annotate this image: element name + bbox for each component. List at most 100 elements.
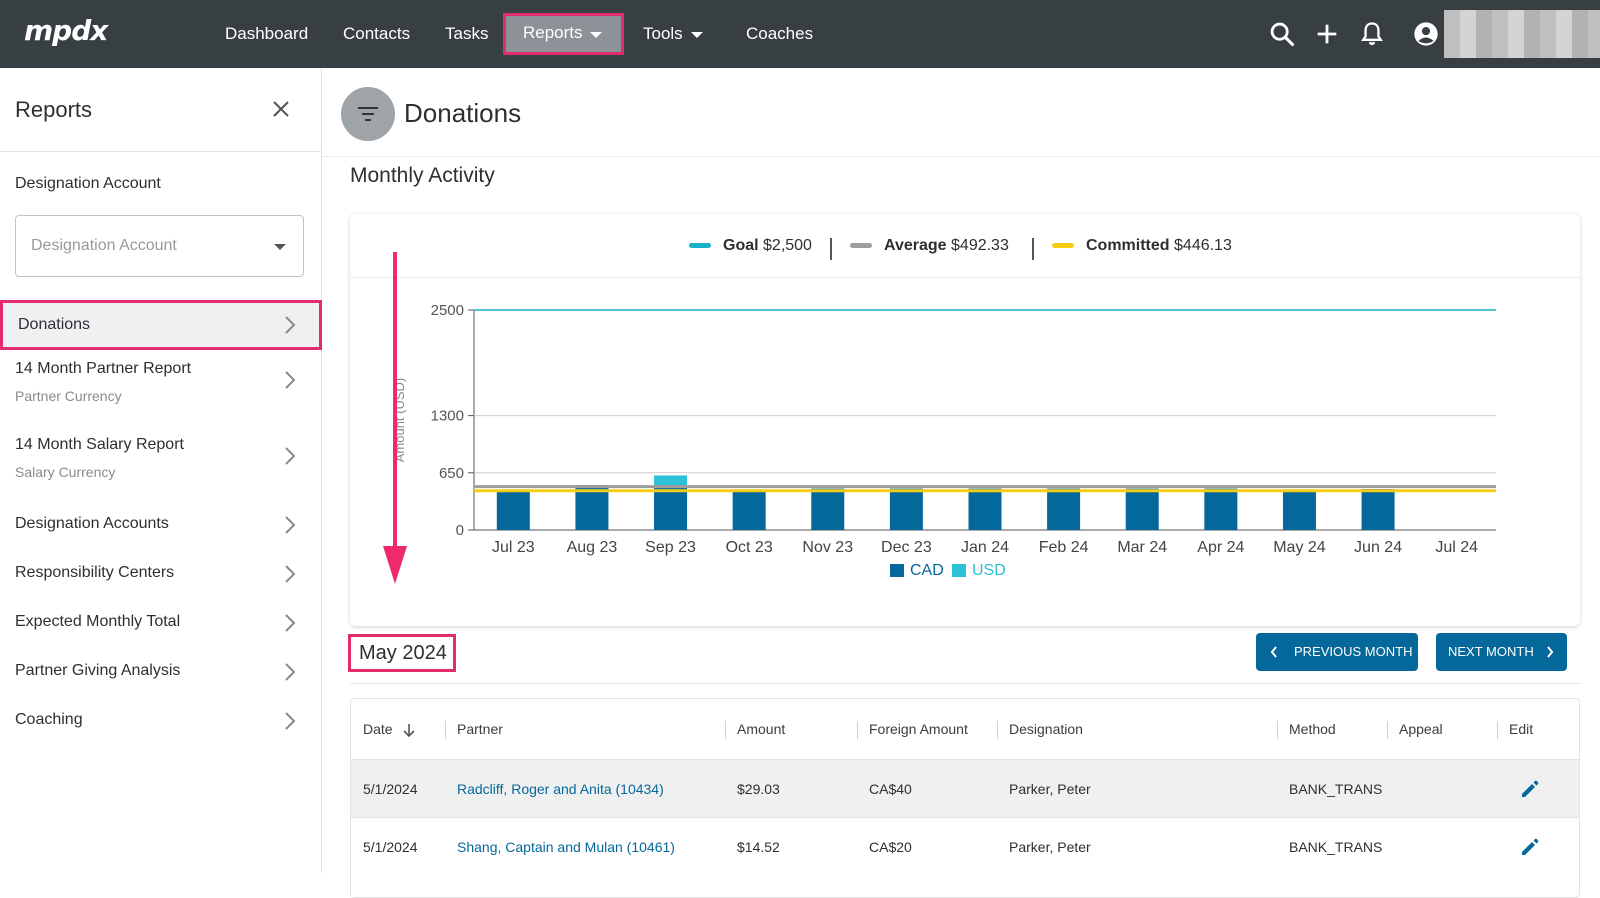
y-tick-label: 2500 [431, 302, 464, 319]
cell-partner-link[interactable]: Shang, Captain and Mulan (10461) [457, 839, 675, 855]
bar-cad [654, 485, 688, 530]
sidebar-item-responsibility-centers[interactable]: Responsibility Centers [0, 554, 322, 602]
previous-month-button[interactable]: PREVIOUS MONTH [1256, 633, 1418, 671]
sidebar-item-14-month-partner-report[interactable]: 14 Month Partner Report Partner Currency [0, 352, 322, 424]
edit-pencil-icon[interactable] [1519, 778, 1541, 800]
x-tick-label: Jan 24 [961, 539, 1009, 556]
sort-arrow-down-icon [403, 724, 416, 738]
nav-reports-label: Reports [523, 23, 583, 42]
sidebar-item-14-month-salary-report[interactable]: 14 Month Salary Report Salary Currency [0, 428, 322, 500]
chevron-right-icon [285, 663, 296, 681]
committed-value: $446.13 [1174, 237, 1232, 254]
caret-down-icon [274, 244, 286, 250]
column-header-designation[interactable]: Designation [1009, 721, 1083, 737]
cell-amount: $14.52 [737, 839, 780, 855]
average-value: $492.33 [951, 237, 1009, 254]
goal-swatch [689, 243, 711, 249]
cell-amount: $29.03 [737, 781, 780, 797]
goal-summary: Goal $2,500 [689, 237, 812, 255]
y-tick-label: 1300 [431, 408, 464, 425]
annotation-arrow-down-icon [383, 252, 407, 584]
sidebar-item-donations[interactable]: Donations [0, 300, 322, 350]
divider [322, 156, 1600, 157]
x-tick-label: Jun 24 [1354, 539, 1402, 556]
cell-method: BANK_TRANS [1289, 839, 1383, 855]
average-summary: Average $492.33 [850, 237, 1009, 255]
legend-swatch-usd [952, 564, 966, 577]
column-header-label: Date [363, 721, 393, 737]
legend-swatch-cad [890, 564, 904, 577]
sidebar-item-sublabel: Partner Currency [15, 388, 122, 404]
bar-cad [1204, 488, 1238, 530]
bar-cad [968, 488, 1002, 530]
committed-summary: Committed $446.13 [1052, 237, 1232, 255]
reports-sidebar: Reports Designation Account Designation … [0, 68, 322, 873]
nav-contacts[interactable]: Contacts [343, 24, 411, 43]
donations-table: Date Partner Amount Foreign Amount Desig… [350, 698, 1580, 898]
nav-tasks[interactable]: Tasks [445, 24, 489, 43]
x-tick-label: Oct 23 [726, 539, 773, 556]
designation-account-select[interactable]: Designation Account [15, 215, 304, 277]
top-navigation-bar: mpdx Dashboard Contacts Tasks Reports To… [0, 0, 1600, 68]
nav-coaches[interactable]: Coaches [746, 24, 814, 43]
x-tick-label: Apr 24 [1197, 539, 1244, 556]
selected-month-label: May 2024 [359, 642, 447, 664]
cell-foreign-amount: CA$40 [869, 781, 912, 797]
user-name-blurred[interactable] [1444, 10, 1600, 58]
bar-cad [1282, 489, 1316, 530]
column-separator [1387, 721, 1388, 739]
column-separator [445, 721, 446, 739]
column-header-partner[interactable]: Partner [457, 721, 503, 737]
filter-button[interactable] [341, 87, 395, 141]
table-row: 5/1/2024 Shang, Captain and Mulan (10461… [351, 817, 1579, 875]
cell-date: 5/1/2024 [363, 839, 418, 855]
close-icon[interactable] [271, 99, 291, 119]
y-tick-label: 650 [439, 465, 464, 482]
main-content: Donations Monthly Activity Goal $2,500 A… [322, 68, 1600, 898]
sidebar-item-designation-accounts[interactable]: Designation Accounts [0, 505, 322, 553]
column-header-foreign-amount[interactable]: Foreign Amount [869, 721, 968, 737]
goal-value: $2,500 [763, 237, 812, 254]
cell-partner-link[interactable]: Radcliff, Roger and Anita (10434) [457, 781, 664, 797]
x-tick-label: Dec 23 [881, 539, 932, 556]
bar-cad [1047, 488, 1081, 530]
column-header-method[interactable]: Method [1289, 721, 1336, 737]
filter-icon [358, 107, 378, 121]
mpdx-logo[interactable]: mpdx [24, 14, 108, 47]
legend-label-usd: USD [972, 562, 1006, 579]
cell-foreign-amount: CA$20 [869, 839, 912, 855]
edit-pencil-icon[interactable] [1519, 836, 1541, 858]
column-header-edit: Edit [1509, 721, 1534, 737]
sidebar-item-expected-monthly-total[interactable]: Expected Monthly Total [0, 603, 322, 651]
bell-icon[interactable] [1358, 20, 1386, 48]
cell-designation: Parker, Peter [1009, 781, 1091, 797]
column-header-date[interactable]: Date [363, 721, 416, 738]
sidebar-item-coaching[interactable]: Coaching [0, 701, 322, 749]
x-tick-label: Jul 23 [492, 539, 535, 556]
nav-reports[interactable]: Reports [503, 13, 624, 55]
nav-tools[interactable]: Tools [643, 20, 703, 48]
legend-separator [830, 238, 832, 260]
page-title: Donations [404, 98, 522, 128]
next-month-button[interactable]: NEXT MONTH [1436, 633, 1567, 671]
sidebar-item-label: 14 Month Partner Report [15, 360, 192, 377]
cell-designation: Parker, Peter [1009, 839, 1091, 855]
sidebar-item-label: Partner Giving Analysis [15, 662, 181, 679]
legend-separator [1032, 238, 1034, 260]
plus-icon[interactable] [1313, 20, 1341, 48]
bar-cad [1125, 488, 1159, 530]
column-header-appeal[interactable]: Appeal [1399, 721, 1443, 737]
column-header-amount[interactable]: Amount [737, 721, 786, 737]
x-tick-label: May 24 [1273, 539, 1326, 556]
account-icon[interactable] [1412, 20, 1440, 48]
sidebar-item-partner-giving-analysis[interactable]: Partner Giving Analysis [0, 652, 322, 700]
x-tick-label: Mar 24 [1117, 539, 1167, 556]
chart-summary-legend: Goal $2,500 Average $492.33 Committed $4… [350, 214, 1580, 278]
nav-dashboard[interactable]: Dashboard [225, 24, 309, 43]
legend-label-cad: CAD [910, 562, 944, 579]
chevron-left-icon [1270, 646, 1277, 658]
search-icon[interactable] [1268, 20, 1296, 48]
chevron-right-icon [285, 371, 296, 389]
next-month-label: NEXT MONTH [1448, 644, 1534, 659]
